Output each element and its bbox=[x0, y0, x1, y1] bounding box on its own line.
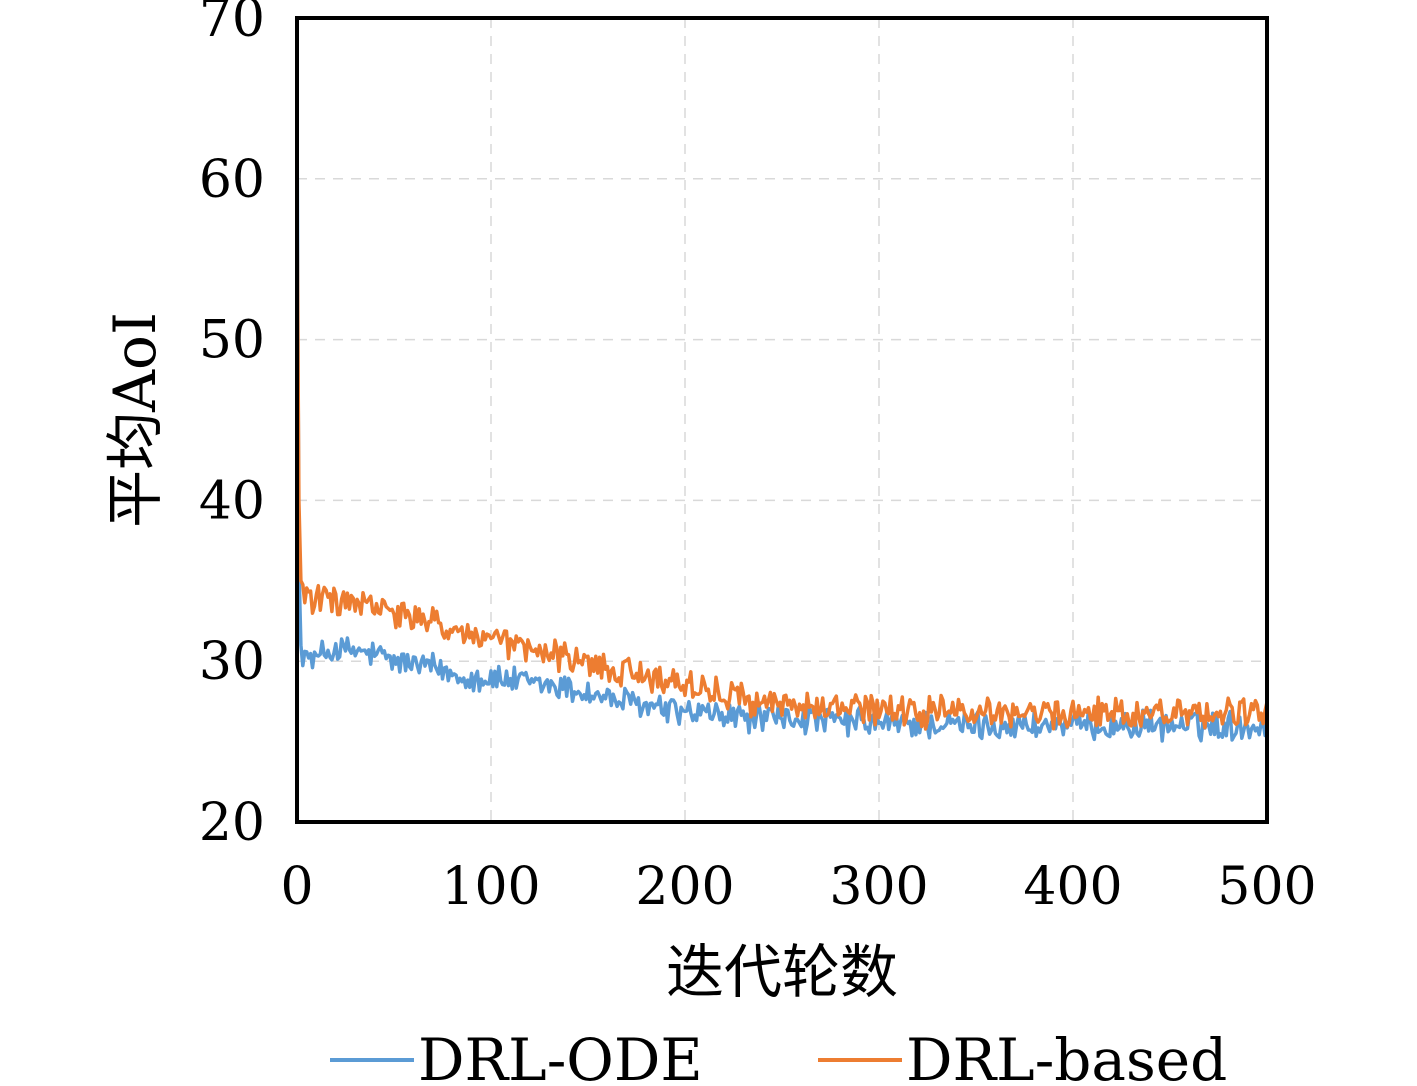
series-lines bbox=[295, 98, 1269, 743]
y-tick-label: 70 bbox=[199, 0, 265, 49]
series-line-drl-based bbox=[295, 194, 1269, 731]
legend-label: DRL-based bbox=[906, 1026, 1227, 1086]
legend-label: DRL-ODE bbox=[418, 1026, 703, 1086]
x-tick-label: 500 bbox=[1217, 857, 1316, 917]
x-tick-label: 300 bbox=[829, 857, 928, 917]
y-axis-title: 平均AoI bbox=[101, 312, 169, 528]
series-line-drl-ode bbox=[295, 98, 1269, 743]
x-axis-title: 迭代轮数 bbox=[666, 938, 898, 1006]
x-axis-ticks: 0 100 200 300 400 500 bbox=[280, 857, 1316, 917]
x-tick-label: 0 bbox=[280, 857, 313, 917]
x-tick-label: 200 bbox=[635, 857, 734, 917]
y-tick-label: 50 bbox=[199, 311, 265, 371]
y-axis-ticks: 20 30 40 50 60 70 bbox=[199, 0, 265, 853]
y-tick-label: 20 bbox=[199, 793, 265, 853]
x-tick-label: 400 bbox=[1023, 857, 1122, 917]
y-tick-label: 30 bbox=[199, 632, 265, 692]
y-tick-label: 60 bbox=[199, 150, 265, 210]
legend: DRL-ODE DRL-based bbox=[330, 1026, 1227, 1086]
plot-frame bbox=[295, 16, 1269, 824]
x-tick-label: 100 bbox=[441, 857, 540, 917]
y-tick-label: 40 bbox=[199, 471, 265, 531]
